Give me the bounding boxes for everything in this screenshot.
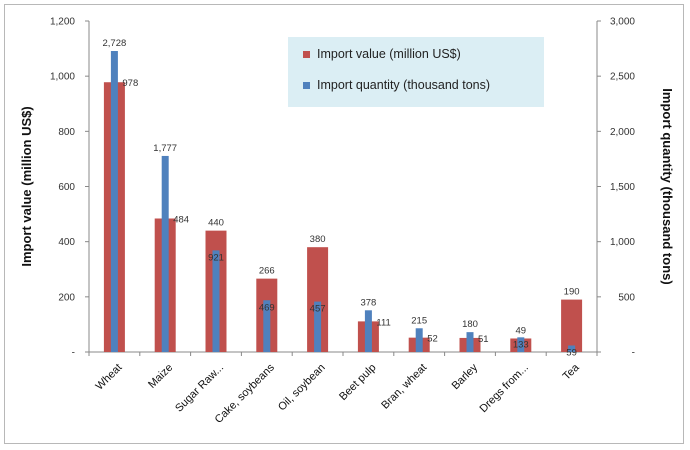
y-axis-title: Import value (million US$) xyxy=(19,106,34,266)
category-label: Bran, wheat xyxy=(379,362,429,412)
legend-swatch-quantity xyxy=(303,82,310,89)
quantity-bar xyxy=(263,300,271,352)
quantity-bar xyxy=(517,337,525,352)
y-tick-label: - xyxy=(72,348,75,359)
category-label: Dregs from... xyxy=(477,362,530,415)
value-data-label: 111 xyxy=(376,317,390,328)
y2-tick-label: 2,000 xyxy=(610,127,635,138)
value-data-label: 49 xyxy=(516,325,527,336)
y-tick-label: 1,200 xyxy=(50,17,75,28)
quantity-data-label: 457 xyxy=(310,304,326,315)
category-label: Maize xyxy=(146,362,175,391)
y2-tick-label: 3,000 xyxy=(610,17,635,28)
quantity-bar xyxy=(415,328,423,352)
legend-label-quantity: Import quantity (thousand tons) xyxy=(317,78,490,92)
quantity-bar xyxy=(212,250,220,352)
value-bar xyxy=(307,247,329,352)
y2-tick-label: - xyxy=(632,348,635,359)
value-bar xyxy=(561,299,583,352)
quantity-data-label: 215 xyxy=(411,315,427,326)
quantity-bar xyxy=(364,310,372,352)
quantity-data-label: 469 xyxy=(259,302,275,313)
quantity-bar xyxy=(161,155,169,352)
quantity-data-label: 1,777 xyxy=(153,143,177,154)
quantity-bar xyxy=(110,51,118,352)
y2-tick-label: 1,500 xyxy=(610,182,635,193)
category-label: Wheat xyxy=(94,362,125,393)
y-tick-label: 800 xyxy=(58,127,75,138)
value-data-label: 978 xyxy=(122,78,138,89)
category-label: Oil, soybean xyxy=(276,362,328,414)
quantity-data-label: 2,728 xyxy=(103,38,127,49)
value-data-label: 484 xyxy=(173,214,189,225)
chart-frame: - 200 400 600 800 1,000 1,200 - 500 1,000 1,500 2,0… xyxy=(4,4,684,444)
quantity-data-label: 59 xyxy=(566,347,577,358)
value-data-label: 380 xyxy=(310,234,326,245)
y-tick-label: 200 xyxy=(58,292,75,303)
quantity-bar xyxy=(314,301,322,352)
quantity-data-label: 921 xyxy=(208,252,224,263)
quantity-bar xyxy=(466,332,474,352)
y2-tick-label: 500 xyxy=(618,292,635,303)
quantity-data-label: 378 xyxy=(360,297,376,308)
legend-swatch-value xyxy=(303,51,310,58)
category-label: Tea xyxy=(561,361,583,383)
y-tick-label: 400 xyxy=(58,237,75,248)
value-data-label: 51 xyxy=(478,334,489,345)
category-label: Sugar Raw... xyxy=(173,362,226,415)
value-data-label: 190 xyxy=(564,287,580,298)
value-data-label: 266 xyxy=(259,266,275,277)
legend-label-value: Import value (million US$) xyxy=(317,47,461,61)
value-data-label: 52 xyxy=(427,334,438,345)
y-tick-label: 600 xyxy=(58,182,75,193)
y2-axis-title: Import quantity (thousand tons) xyxy=(660,88,675,284)
quantity-data-label: 180 xyxy=(462,319,478,330)
category-label: Barley xyxy=(450,361,481,392)
value-data-label: 440 xyxy=(208,218,224,229)
y2-tick-label: 2,500 xyxy=(610,72,635,83)
bar-chart: - 200 400 600 800 1,000 1,200 - 500 1,000 1,500 2,0… xyxy=(19,17,675,426)
quantity-bar xyxy=(568,345,576,352)
legend-box xyxy=(288,37,544,107)
category-label: Beet pulp xyxy=(337,362,378,403)
y2-tick-label: 1,000 xyxy=(610,237,635,248)
quantity-data-label: 133 xyxy=(513,339,529,350)
y-tick-label: 1,000 xyxy=(50,72,75,83)
